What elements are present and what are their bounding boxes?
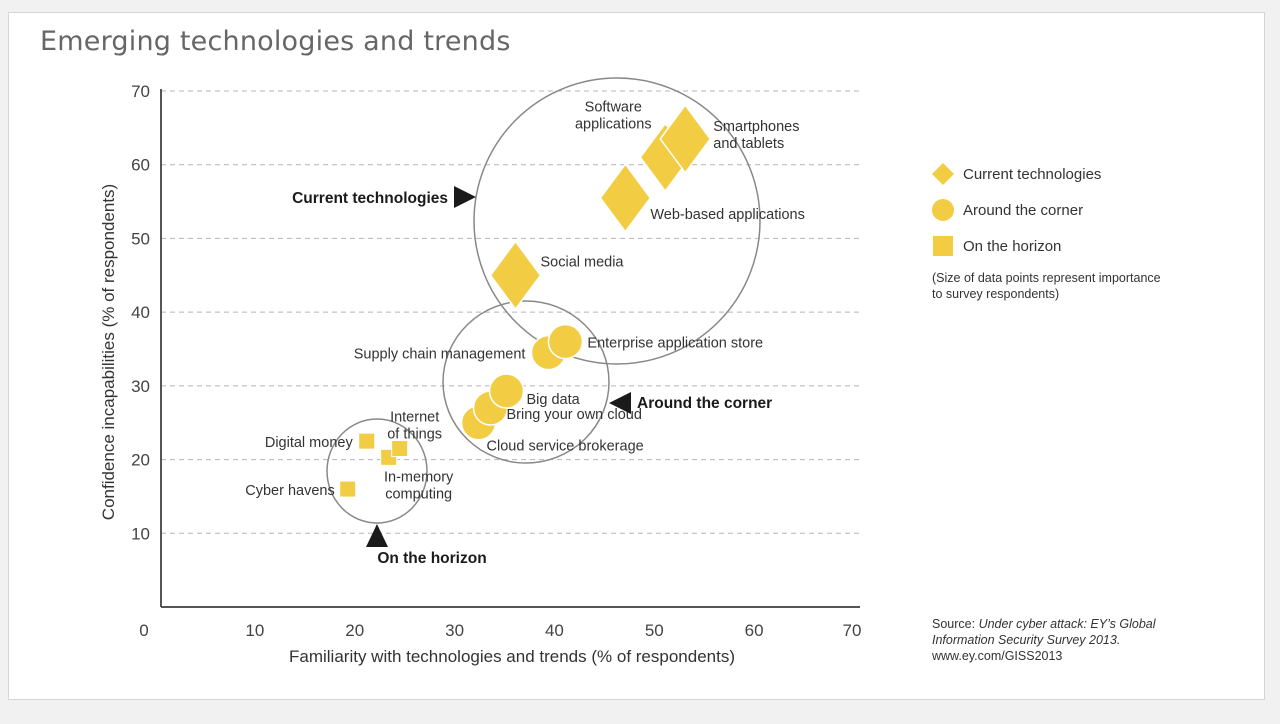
source-prefix: Source:: [932, 617, 979, 631]
point-label-digital-money: Digital money: [265, 435, 354, 451]
legend-label: Around the corner: [963, 201, 1084, 219]
chart-title: Emerging technologies and trends: [40, 26, 511, 57]
legend-item-around: Around the corner: [932, 192, 1182, 228]
point-smartphones-and-tablets: [659, 103, 712, 174]
group-callouts: Current technologies Around the corner On …: [292, 186, 772, 567]
x-tick-label: 0: [139, 621, 148, 640]
point-big-data: [488, 373, 525, 409]
source-title: Under cyber attack: EY’s Global Informat…: [932, 617, 1156, 647]
legend-label: On the horizon: [963, 237, 1062, 255]
x-tick-label: 60: [745, 621, 764, 640]
y-tick-label: 50: [131, 229, 150, 248]
point-label-big-data: Big data: [527, 392, 581, 408]
chart-panel: [8, 12, 1265, 700]
data-points: [339, 103, 712, 498]
y-tick-label: 10: [131, 524, 150, 543]
point-label-cloud-service-brokerage: Cloud service brokerage: [487, 439, 644, 455]
point-cyber-havens: [339, 480, 357, 498]
x-tick-label: 70: [843, 621, 862, 640]
group-circle-current: [473, 77, 761, 365]
callout-current: Current technologies: [292, 190, 448, 207]
point-label-web-based-applications: Web-based applications: [650, 207, 805, 223]
y-axis-title: Confidence incapabilities (% of responde…: [99, 184, 118, 520]
y-tick-label: 20: [131, 451, 150, 470]
callout-around: Around the corner: [637, 395, 772, 412]
y-tick-label: 60: [131, 156, 150, 175]
point-label-social-media: Social media: [540, 254, 624, 270]
x-tick-label: 30: [445, 621, 464, 640]
y-tick-label: 30: [131, 377, 150, 396]
x-axis-title: Familiarity with technologies and trends…: [289, 647, 735, 666]
circle-icon: [932, 199, 954, 221]
group-circle-around: [442, 300, 610, 464]
x-tick-label: 40: [545, 621, 564, 640]
point-label-internet-of-things: Internet of things: [387, 410, 442, 443]
point-internet-of-things: [391, 440, 409, 458]
x-tick-label: 10: [245, 621, 264, 640]
legend-label: Current technologies: [963, 165, 1102, 183]
diamond-icon: [932, 163, 954, 185]
group-circle-horizon: [326, 418, 428, 524]
y-tick-label: 40: [131, 303, 150, 322]
point-label-smartphones-and-tablets: Smartphones and tablets: [713, 119, 799, 152]
legend-item-horizon: On the horizon: [932, 228, 1182, 264]
callout-horizon: On the horizon: [377, 550, 486, 567]
arrow-right-icon: [454, 186, 476, 208]
legend-note: (Size of data points represent importanc…: [932, 271, 1161, 301]
legend: Current technologies Around the corner O…: [932, 156, 1182, 302]
point-label-in-memory-computing: In-memory computing: [384, 469, 454, 502]
point-web-based-applications: [599, 162, 652, 233]
point-label-enterprise-application-store: Enterprise application store: [587, 336, 763, 352]
point-digital-money: [358, 432, 376, 450]
group-circles: [326, 77, 761, 524]
grid-lines: [161, 90, 860, 534]
x-tick-label: 50: [645, 621, 664, 640]
y-tick-label: 70: [131, 82, 150, 101]
square-icon: [932, 235, 954, 257]
arrow-left-icon: [609, 392, 631, 414]
point-label-supply-chain-management: Supply chain management: [354, 347, 526, 363]
point-labels: Smartphones and tablets Software applicatio…: [245, 99, 805, 502]
point-social-media: [489, 240, 542, 311]
point-label-software-applications: Software applications: [575, 99, 652, 132]
source-url[interactable]: www.ey.com/GISS2013: [932, 649, 1063, 663]
point-label-cyber-havens: Cyber havens: [245, 483, 334, 499]
arrow-up-icon: [366, 524, 388, 547]
legend-item-current: Current technologies: [932, 156, 1182, 192]
axes: 10 20 30 40 50 60 70 0 10 20 30 40 50 60 70 Familiarity…: [99, 82, 861, 666]
point-label-bring-your-own-cloud: Bring your own cloud: [507, 407, 642, 423]
point-enterprise-application-store: [547, 323, 584, 360]
source-note: Source: Under cyber attack: EY’s Global …: [932, 616, 1192, 664]
x-tick-label: 20: [345, 621, 364, 640]
